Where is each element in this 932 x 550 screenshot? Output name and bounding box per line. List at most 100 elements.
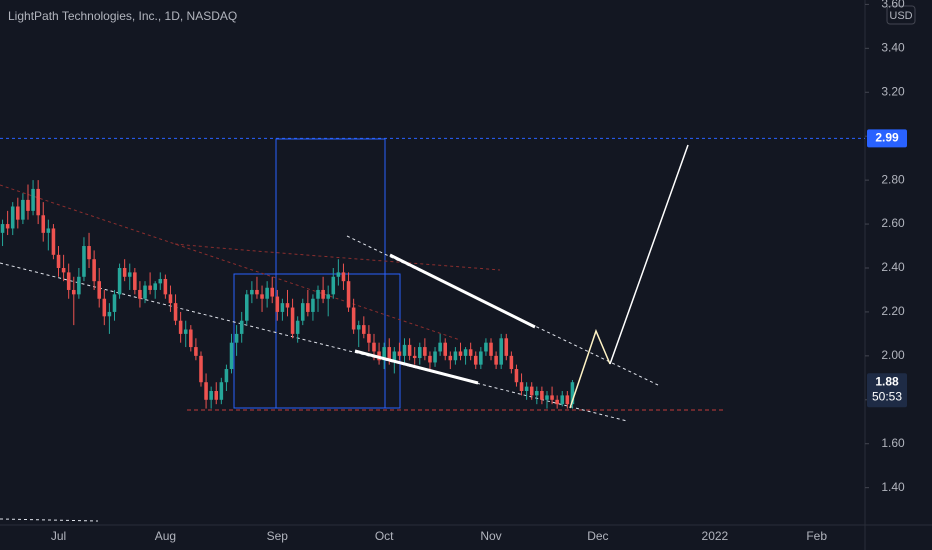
x-tick-label: 2022 [702,529,729,543]
countdown: 50:53 [872,389,902,403]
candle-body [239,320,244,334]
candle-body [168,294,173,304]
trend-line [0,184,461,341]
candle-body [387,347,392,361]
candle-body [438,342,442,352]
candle-body [0,224,5,233]
candle-body [570,382,575,405]
candle-body [92,259,96,282]
candle-body [311,298,315,312]
candle-body [46,228,51,233]
candle-body [107,311,112,317]
y-tick-label: 1.60 [881,436,905,450]
candle-body [397,351,402,356]
candle-body [550,395,554,400]
candle-body [489,342,493,356]
candle-body [255,289,259,295]
candle-body [412,355,417,359]
trend-line [0,518,99,522]
candle-body [382,347,386,361]
candle-body [326,294,330,299]
candle-body [468,349,473,356]
candle-body [77,276,81,295]
candle-body [321,289,325,299]
candle-body [82,246,86,277]
box [233,273,401,409]
x-tick-label: Dec [587,529,608,543]
candle-body [280,303,285,312]
candle-body [158,278,163,284]
candle-body [402,344,407,356]
candle-body [214,391,219,400]
candle-body [433,351,437,363]
last-price-label: 1.88 [875,374,899,388]
candle-body [224,369,229,383]
candle-body [5,224,10,229]
candle-body [509,355,514,370]
candle-body [473,355,478,365]
chart-title: LightPath Technologies, Inc., 1D, NASDAQ [8,9,237,23]
candle-body [250,289,254,295]
candle-body [524,386,529,392]
candle-body [36,188,40,216]
y-tick-label: 2.20 [881,304,905,318]
candle-body [484,342,488,352]
y-tick-label: 3.40 [881,40,905,54]
candle-body [138,289,142,299]
candle-body [117,267,122,295]
candle-body [183,329,188,334]
candle-body [300,303,305,321]
candle-body [346,281,351,308]
candle-body [417,347,422,359]
candle-body [41,215,46,233]
candle-body [362,325,366,334]
candle-body [443,342,448,356]
candle-body [10,206,15,229]
candle-body [66,272,71,290]
candle-body [463,349,468,356]
candle-body [133,272,137,290]
candle-body [16,206,20,220]
candle-body [31,188,35,211]
candle-body [341,272,346,282]
candle-body [356,325,361,330]
candle-body [316,289,320,299]
candle-body [479,351,483,365]
candle-body [453,351,458,361]
candle-body [560,395,565,405]
x-tick-label: Aug [155,529,176,543]
candle-body [428,355,432,363]
candle-body [392,351,397,361]
candle-body [97,281,102,299]
candle-body [143,285,147,299]
candle-body [71,289,76,295]
currency: USD [889,10,912,22]
candle-body [260,294,264,299]
candle-body [209,391,213,400]
candle-body [290,307,295,334]
candle-body [21,199,25,220]
candle-body [535,391,539,396]
x-tick-label: Sep [267,529,289,543]
candle-body [199,355,203,383]
candle-body [219,382,224,400]
candle-body [234,333,239,343]
candle-body [61,267,66,273]
candle-body [540,391,544,400]
y-tick-label: 2.00 [881,348,905,362]
candle-body [153,283,157,290]
candle-body [448,355,453,361]
candle-body [367,333,371,343]
candle-body [194,347,198,356]
candle-body [514,369,519,383]
candle-body [178,320,183,334]
candle-body [555,399,559,405]
candles [0,180,575,409]
candle-body [504,338,509,356]
x-tick-label: Feb [806,529,827,543]
last-price-box [867,373,907,408]
overlay [354,144,689,409]
candle-body [189,329,193,348]
